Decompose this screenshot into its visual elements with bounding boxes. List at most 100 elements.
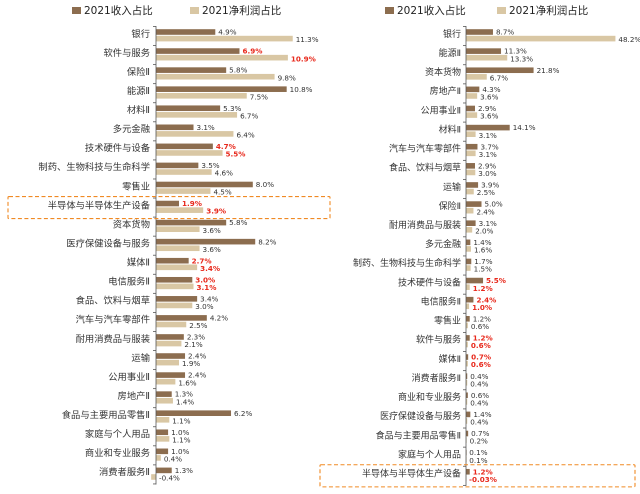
revenue-value-label: 0.4% xyxy=(470,372,488,381)
revenue-value-label: 3.1% xyxy=(197,123,215,132)
revenue-bar xyxy=(156,296,198,302)
profit-value-label: 2.5% xyxy=(189,321,207,330)
category-label: 耐用消费品与服装 xyxy=(389,219,461,231)
revenue-bar xyxy=(156,162,199,169)
category-label: 媒体Ⅱ xyxy=(439,353,461,365)
profit-bar xyxy=(156,150,223,156)
category-label: 家庭与个人用品 xyxy=(85,428,150,440)
profit-value-label: 0.6% xyxy=(471,341,491,350)
revenue-value-label: 4.3% xyxy=(482,85,500,94)
profit-value-label: 3.6% xyxy=(203,226,221,235)
revenue-value-label: 1.7% xyxy=(474,257,492,266)
profit-bar xyxy=(466,93,478,99)
profit-bar xyxy=(156,340,182,347)
bar-rows: 银行 4.9% 11.3% 软件与服务 6.9% 10.9% 保险Ⅱ 5.8% 9.8% 能源Ⅱ 1… xyxy=(38,28,318,483)
profit-value-label: 7.5% xyxy=(250,92,268,101)
category-label: 软件与服务 xyxy=(104,47,151,59)
category-label: 能源Ⅱ xyxy=(127,85,150,97)
revenue-value-label: 3.5% xyxy=(201,161,219,170)
revenue-bar xyxy=(466,67,534,74)
revenue-value-label: 0.1% xyxy=(469,448,487,457)
revenue-bar xyxy=(466,354,469,360)
category-label: 医疗保健设备与服务 xyxy=(380,410,461,422)
category-label: 房地产Ⅱ xyxy=(430,85,461,97)
revenue-bar xyxy=(466,48,502,54)
profit-bar xyxy=(151,474,156,480)
category-label: 银行 xyxy=(131,28,150,40)
revenue-value-label: 3.7% xyxy=(480,142,498,151)
profit-value-label: 1.1% xyxy=(172,416,190,425)
revenue-value-label: 3.1% xyxy=(479,219,497,228)
revenue-bar xyxy=(156,315,207,321)
profit-bar xyxy=(466,112,478,118)
revenue-value-label: 3.4% xyxy=(200,294,218,303)
category-label: 运输 xyxy=(131,352,150,364)
revenue-bar xyxy=(466,239,471,246)
revenue-bar xyxy=(156,372,186,378)
profit-value-label: 3.1% xyxy=(479,131,497,140)
revenue-value-label: 2.4% xyxy=(476,295,496,304)
profit-bar xyxy=(466,150,476,157)
legend-swatch-2 xyxy=(190,7,199,14)
category-label: 公用事业Ⅱ xyxy=(421,104,461,116)
profit-value-label: 1.6% xyxy=(178,378,196,387)
category-label: 家庭与个人用品 xyxy=(398,448,461,460)
profit-value-label: 4.6% xyxy=(215,169,233,178)
bar-rows: 银行 8.7% 48.2% 能源Ⅱ 11.3%13.3% 资本货物 21.8% 6.7% 房地产… xyxy=(353,28,640,484)
revenue-bar xyxy=(466,124,510,131)
revenue-value-label: 21.8% xyxy=(537,66,560,75)
profit-value-label: 2.5% xyxy=(477,188,495,197)
profit-bar xyxy=(466,265,471,271)
revenue-bar xyxy=(466,86,480,93)
revenue-value-label: 5.0% xyxy=(485,200,503,209)
revenue-bar xyxy=(156,238,256,245)
revenue-value-label: 2.9% xyxy=(478,161,496,170)
revenue-bar xyxy=(156,86,287,92)
revenue-bar xyxy=(156,105,221,112)
revenue-value-label: 2.9% xyxy=(478,104,496,113)
revenue-bar xyxy=(466,411,471,418)
category-label: 半导体与半导体生产设备 xyxy=(362,468,461,480)
profit-bar xyxy=(466,360,468,367)
profit-value-label: 0.4% xyxy=(470,418,488,427)
revenue-value-label: 4.7% xyxy=(216,142,236,151)
revenue-value-label: 3.9% xyxy=(481,181,499,190)
profit-bar xyxy=(466,379,468,386)
revenue-value-label: 1.0% xyxy=(171,447,189,456)
revenue-value-label: 0.7% xyxy=(471,353,491,362)
profit-value-label: -0.03% xyxy=(469,475,497,484)
highlight-box xyxy=(319,464,636,488)
legend-label-2: 2021净利润占比 xyxy=(509,4,588,17)
category-label: 消费者服务Ⅱ xyxy=(412,372,461,384)
profit-value-label: 6.7% xyxy=(240,111,258,120)
revenue-value-label: 1.4% xyxy=(473,238,491,247)
revenue-value-label: 2.3% xyxy=(187,333,205,342)
revenue-value-label: 10.8% xyxy=(290,85,313,94)
profit-bar xyxy=(156,169,212,175)
revenue-bar xyxy=(156,448,169,455)
profit-bar xyxy=(466,322,468,329)
revenue-value-label: 8.0% xyxy=(256,180,274,189)
category-label: 食品与主要用品零售Ⅱ xyxy=(376,429,461,441)
revenue-bar xyxy=(466,277,484,284)
revenue-value-label: 1.0% xyxy=(171,428,189,437)
category-label: 食品、饮料与烟草 xyxy=(389,162,461,174)
profit-value-label: 2.0% xyxy=(475,226,493,235)
revenue-bar xyxy=(466,220,476,226)
revenue-bar xyxy=(156,143,213,150)
category-label: 汽车与汽车零部件 xyxy=(389,143,461,155)
profit-value-label: 1.6% xyxy=(474,246,492,255)
profit-value-label: 1.9% xyxy=(182,359,200,368)
profit-bar xyxy=(156,226,200,232)
profit-value-label: 3.6% xyxy=(203,245,221,254)
profit-value-label: 0.4% xyxy=(164,455,182,464)
profit-value-label: 2.4% xyxy=(476,207,494,216)
legend-label-1: 2021收入占比 xyxy=(397,4,466,17)
category-label: 电信服务Ⅱ xyxy=(108,276,150,288)
profit-value-label: 3.6% xyxy=(480,93,498,102)
profit-value-label: 6.7% xyxy=(490,73,508,82)
profit-value-label: 10.9% xyxy=(291,54,316,63)
category-label: 保险Ⅱ xyxy=(127,66,150,78)
category-label: 材料Ⅱ xyxy=(439,123,461,135)
